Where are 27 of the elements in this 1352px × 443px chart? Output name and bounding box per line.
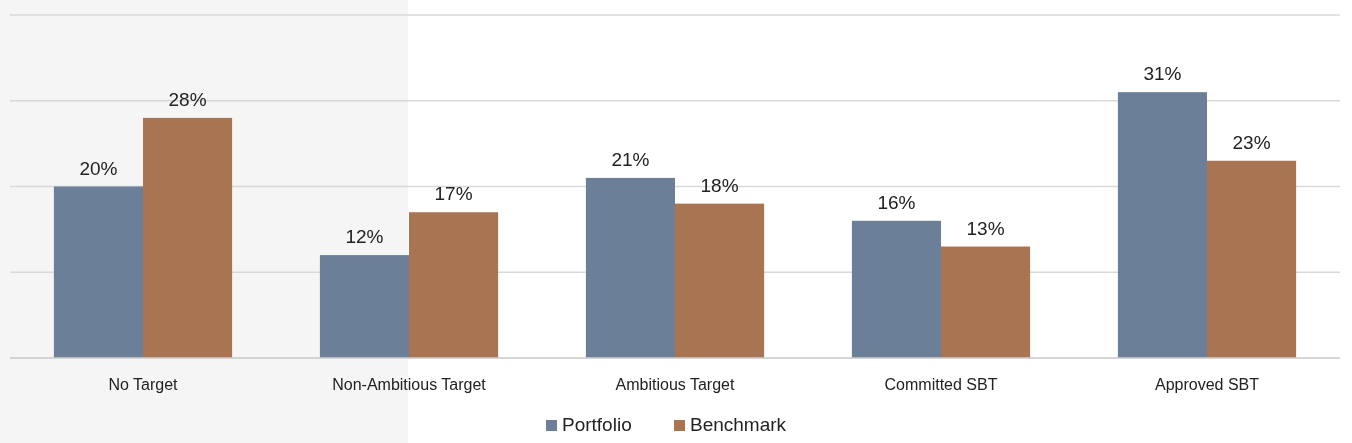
bar <box>941 246 1031 358</box>
bar <box>53 186 143 358</box>
bar <box>143 117 233 358</box>
x-tick-label: Approved SBT <box>1154 376 1260 393</box>
bar <box>851 220 941 358</box>
bar <box>1117 92 1207 358</box>
data-label: 20% <box>79 157 118 179</box>
x-tick-label: No Target <box>108 376 179 393</box>
data-label: 23% <box>1232 131 1271 153</box>
x-tick-label: Non-Ambitious Target <box>332 376 487 393</box>
data-label: 31% <box>1143 63 1182 85</box>
bar <box>409 212 499 358</box>
data-label: 28% <box>168 88 207 110</box>
x-tick-label: Committed SBT <box>884 376 998 393</box>
legend-label: Benchmark <box>690 414 787 435</box>
data-label: 17% <box>434 183 473 205</box>
data-label: 12% <box>345 226 384 248</box>
bar <box>1207 160 1297 358</box>
data-label: 18% <box>700 174 739 196</box>
x-tick-label: Ambitious Target <box>615 376 735 393</box>
data-label: 16% <box>877 191 916 213</box>
data-label: 13% <box>966 217 1005 239</box>
bar <box>675 203 765 358</box>
bar <box>319 255 409 358</box>
legend-label: Portfolio <box>562 414 632 435</box>
data-label: 21% <box>611 148 650 170</box>
bar <box>585 177 675 358</box>
